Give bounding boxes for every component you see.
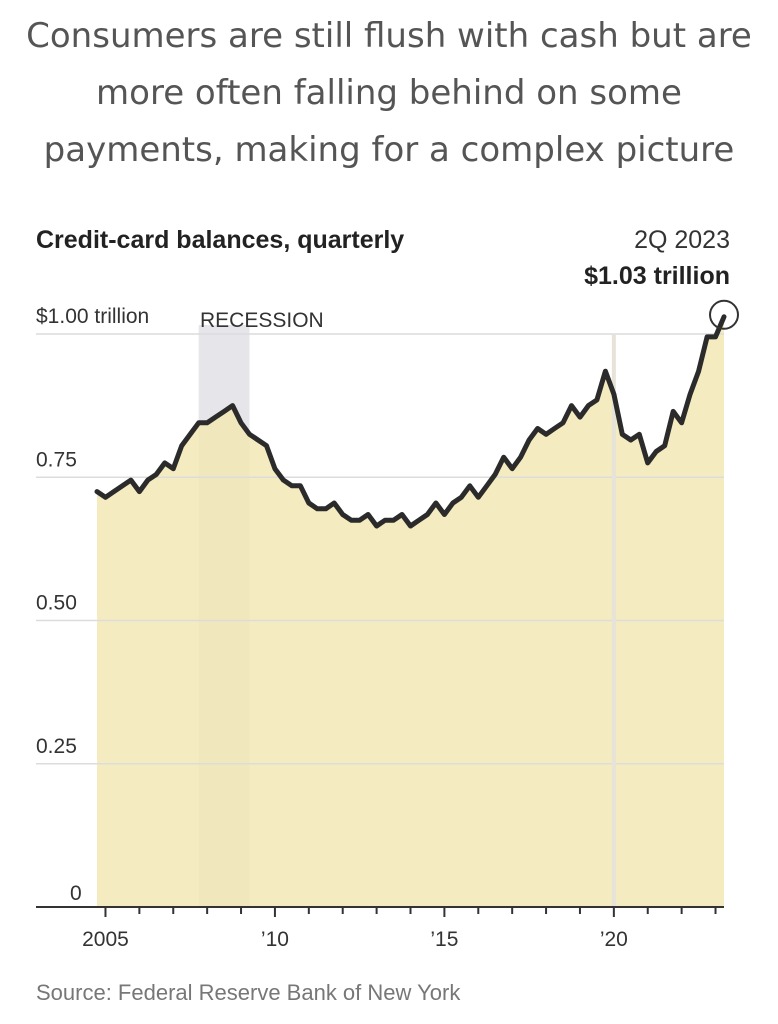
headline: Consumers are still flush with cash but … [0, 8, 778, 179]
y-tick-label: 0.75 [36, 448, 77, 471]
x-tick-label: ’10 [261, 928, 289, 951]
callout-date: 2Q 2023 [634, 226, 730, 254]
callout-value: $1.03 trillion [584, 262, 730, 290]
headline-line-3: payments, making for a complex picture [43, 130, 735, 170]
x-tick-label: ’15 [430, 928, 458, 951]
headline-line-2: more often falling behind on some [96, 73, 682, 113]
source-note: Source: Federal Reserve Bank of New York [36, 980, 461, 1005]
chart-title: Credit-card balances, quarterly [36, 226, 405, 254]
recession-label: RECESSION [200, 309, 324, 332]
y-tick-label: 0 [70, 882, 82, 905]
y-tick-label: 0.50 [36, 592, 77, 615]
y-tick-label: 0.25 [36, 735, 77, 758]
headline-line-1: Consumers are still flush with cash but … [26, 16, 752, 56]
x-tick-label: 2005 [82, 928, 129, 951]
callout-circle [709, 299, 739, 330]
x-tick-label: ’20 [600, 928, 628, 951]
y-tick-label: $1.00 trillion [36, 305, 149, 328]
series-line [94, 314, 727, 529]
series-area [97, 316, 724, 907]
